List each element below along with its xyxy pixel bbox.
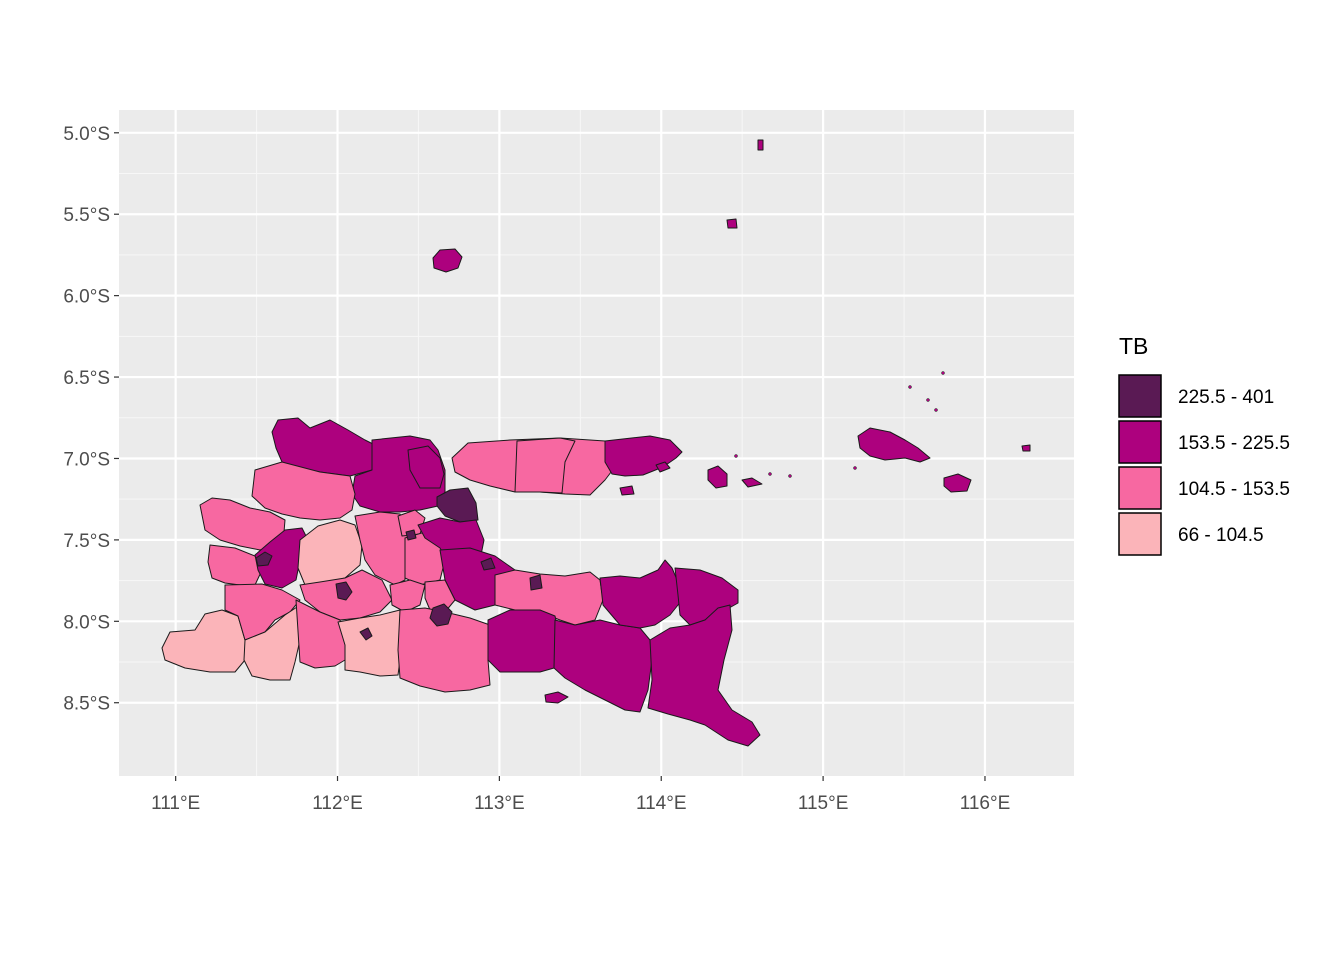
- x-tick-label: 112°E: [312, 793, 363, 814]
- y-tick-label: 5.5°S: [63, 205, 110, 226]
- map-region: [553, 619, 653, 713]
- x-axis: 111°E 112°E 113°E 114°E 115°E 116°E: [151, 776, 1010, 814]
- map-region: [726, 218, 738, 229]
- legend: TB 225.5 - 401 153.5 - 225.5 104.5 - 153.5…: [1118, 333, 1290, 556]
- map-region: [429, 603, 453, 627]
- legend-title: TB: [1119, 333, 1148, 359]
- map-region: [1021, 444, 1031, 452]
- map-region: [389, 579, 426, 613]
- x-tick-label: 115°E: [798, 793, 849, 814]
- y-tick-label: 7.5°S: [63, 531, 110, 552]
- map-region: [647, 604, 761, 747]
- map-regions: [161, 139, 1031, 747]
- islet: [934, 408, 938, 412]
- x-tick-label: 111°E: [151, 793, 200, 814]
- islet: [853, 466, 857, 470]
- y-tick-label: 6.5°S: [63, 368, 110, 389]
- map-region: [487, 609, 559, 673]
- legend-label: 104.5 - 153.5: [1178, 479, 1290, 500]
- islet: [768, 472, 772, 476]
- map-region: [480, 557, 496, 571]
- y-tick-label: 6.0°S: [63, 287, 110, 308]
- map-region: [436, 487, 479, 523]
- map-region: [224, 583, 301, 641]
- map-region: [354, 511, 411, 586]
- y-tick-label: 8.5°S: [63, 694, 110, 715]
- x-tick-label: 114°E: [636, 793, 687, 814]
- map-region: [432, 248, 463, 273]
- map-region: [741, 477, 763, 488]
- islet: [788, 474, 792, 478]
- map-region: [857, 427, 931, 463]
- map-region: [243, 604, 311, 681]
- map-region: [514, 437, 576, 494]
- legend-key: [1118, 512, 1162, 556]
- map-region: [619, 485, 635, 496]
- map-region: [757, 139, 764, 151]
- legend-key: [1118, 374, 1162, 418]
- x-tick-label: 113°E: [474, 793, 525, 814]
- y-axis: 5.0°S 5.5°S 6.0°S 6.5°S 7.0°S 7.5°S 8.0°S 8.5°S: [63, 124, 119, 715]
- map-region: [255, 551, 273, 567]
- map-region: [655, 461, 671, 473]
- map-region: [544, 691, 569, 704]
- map-region: [251, 461, 356, 521]
- y-tick-label: 8.0°S: [63, 612, 110, 633]
- map-region: [359, 627, 373, 641]
- map-region: [943, 473, 972, 493]
- map-region: [707, 465, 728, 489]
- map-region: [405, 529, 417, 541]
- legend-label: 153.5 - 225.5: [1178, 433, 1290, 454]
- map-region: [335, 581, 353, 601]
- legend-key: [1118, 466, 1162, 510]
- y-tick-label: 7.0°S: [63, 449, 110, 470]
- islet: [908, 385, 912, 389]
- x-tick-label: 116°E: [960, 793, 1011, 814]
- legend-label: 225.5 - 401: [1178, 387, 1274, 408]
- islet: [926, 398, 930, 402]
- legend-label: 66 - 104.5: [1178, 525, 1264, 546]
- legend-key: [1118, 420, 1162, 464]
- map-region: [407, 445, 445, 489]
- islet: [734, 454, 738, 458]
- map-region: [529, 574, 543, 591]
- y-tick-label: 5.0°S: [63, 124, 110, 145]
- islet: [941, 371, 945, 375]
- map-region: [297, 519, 363, 586]
